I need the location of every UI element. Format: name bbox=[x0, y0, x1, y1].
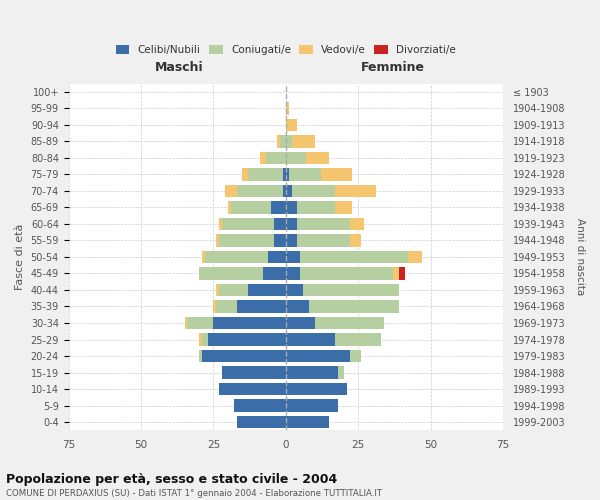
Bar bbox=[350, 218, 364, 230]
Bar bbox=[234, 399, 286, 412]
Bar bbox=[286, 300, 309, 313]
Bar bbox=[286, 135, 292, 148]
Bar bbox=[208, 333, 286, 346]
Bar bbox=[393, 267, 399, 280]
Bar bbox=[286, 184, 292, 198]
Bar bbox=[306, 152, 329, 164]
Bar bbox=[214, 300, 217, 313]
Bar bbox=[320, 168, 352, 181]
Bar bbox=[219, 382, 286, 396]
Bar bbox=[217, 234, 219, 247]
Bar bbox=[266, 152, 286, 164]
Bar bbox=[214, 316, 286, 330]
Bar bbox=[217, 300, 236, 313]
Bar bbox=[283, 184, 286, 198]
Bar bbox=[286, 250, 301, 264]
Bar bbox=[407, 250, 422, 264]
Bar bbox=[236, 416, 286, 428]
Legend: Celibi/Nubili, Coniugati/e, Vedovi/e, Divorziati/e: Celibi/Nubili, Coniugati/e, Vedovi/e, Di… bbox=[112, 40, 460, 59]
Bar bbox=[202, 250, 205, 264]
Bar bbox=[315, 316, 385, 330]
Y-axis label: Anni di nascita: Anni di nascita bbox=[575, 218, 585, 296]
Bar bbox=[199, 350, 202, 362]
Bar bbox=[298, 234, 350, 247]
Bar bbox=[286, 366, 338, 379]
Bar bbox=[350, 234, 361, 247]
Text: COMUNE DI PERDAXIUS (SU) - Dati ISTAT 1° gennaio 2004 - Elaborazione TUTTITALIA.: COMUNE DI PERDAXIUS (SU) - Dati ISTAT 1°… bbox=[6, 489, 382, 498]
Bar bbox=[280, 135, 286, 148]
Bar bbox=[298, 218, 350, 230]
Bar bbox=[271, 201, 286, 214]
Bar bbox=[303, 284, 399, 296]
Text: Maschi: Maschi bbox=[154, 61, 203, 74]
Bar bbox=[248, 284, 286, 296]
Bar bbox=[335, 184, 376, 198]
Bar bbox=[277, 135, 280, 148]
Bar bbox=[286, 284, 303, 296]
Bar bbox=[199, 267, 263, 280]
Bar bbox=[286, 234, 298, 247]
Bar bbox=[301, 267, 393, 280]
Bar bbox=[335, 201, 352, 214]
Bar bbox=[236, 184, 283, 198]
Bar bbox=[268, 250, 286, 264]
Bar bbox=[187, 316, 214, 330]
Bar bbox=[286, 201, 298, 214]
Bar bbox=[217, 284, 219, 296]
Bar bbox=[298, 201, 335, 214]
Bar bbox=[222, 366, 286, 379]
Bar bbox=[301, 250, 407, 264]
Bar bbox=[219, 234, 274, 247]
Bar bbox=[225, 184, 236, 198]
Bar bbox=[399, 267, 404, 280]
Bar bbox=[274, 218, 286, 230]
Bar bbox=[286, 102, 289, 115]
Bar bbox=[350, 350, 361, 362]
Bar bbox=[185, 316, 187, 330]
Bar bbox=[286, 316, 315, 330]
Bar bbox=[286, 350, 350, 362]
Bar bbox=[286, 118, 298, 132]
Bar bbox=[202, 350, 286, 362]
Bar bbox=[219, 284, 248, 296]
Y-axis label: Fasce di età: Fasce di età bbox=[15, 224, 25, 290]
Bar bbox=[231, 201, 271, 214]
Bar bbox=[236, 300, 286, 313]
Bar bbox=[286, 168, 289, 181]
Bar bbox=[202, 333, 208, 346]
Text: Femmine: Femmine bbox=[361, 61, 425, 74]
Bar bbox=[292, 135, 315, 148]
Bar bbox=[286, 267, 301, 280]
Bar bbox=[286, 333, 335, 346]
Bar bbox=[219, 218, 222, 230]
Bar bbox=[274, 234, 286, 247]
Bar bbox=[199, 333, 202, 346]
Bar bbox=[289, 168, 320, 181]
Bar bbox=[292, 184, 335, 198]
Bar bbox=[242, 168, 248, 181]
Bar bbox=[286, 416, 329, 428]
Bar bbox=[205, 250, 268, 264]
Bar bbox=[335, 333, 382, 346]
Bar bbox=[248, 168, 283, 181]
Bar bbox=[228, 201, 231, 214]
Text: Popolazione per età, sesso e stato civile - 2004: Popolazione per età, sesso e stato civil… bbox=[6, 472, 337, 486]
Bar bbox=[286, 218, 298, 230]
Bar bbox=[309, 300, 399, 313]
Bar bbox=[286, 152, 306, 164]
Bar bbox=[338, 366, 344, 379]
Bar bbox=[286, 399, 338, 412]
Bar bbox=[263, 267, 286, 280]
Bar bbox=[286, 382, 347, 396]
Bar bbox=[283, 168, 286, 181]
Bar bbox=[260, 152, 266, 164]
Bar bbox=[222, 218, 274, 230]
